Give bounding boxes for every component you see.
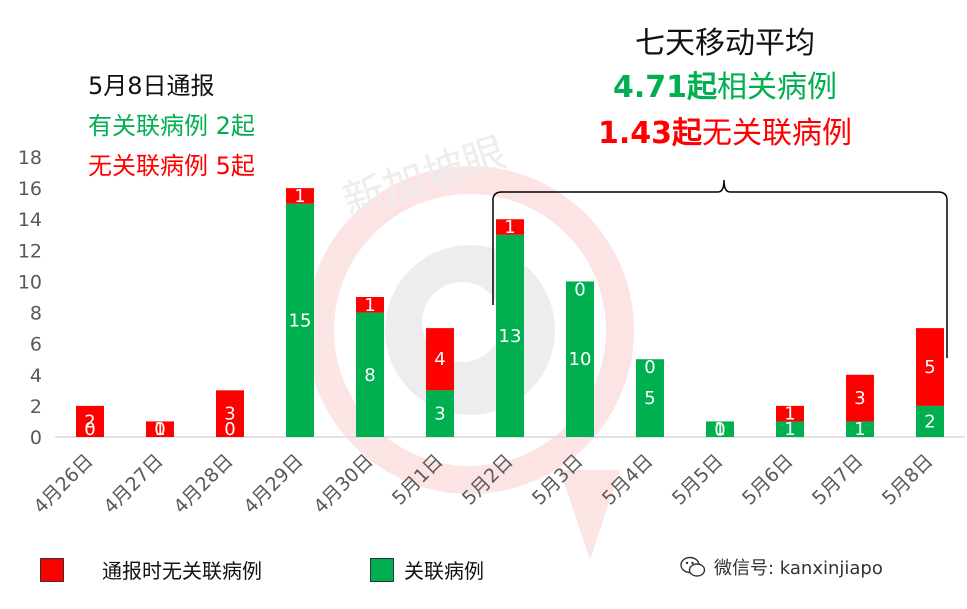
data-label-related: 1 [854,419,865,440]
x-tick-label: 4月30日 [309,450,377,518]
data-label-unrelated: 0 [574,279,585,300]
y-tick-label: 12 [18,240,42,262]
legend-related-label: 关联病例 [404,555,484,584]
right-unrelated-average: 1.43起无关联病例 [540,108,910,152]
x-tick-label: 4月28日 [169,450,237,518]
legend-unrelated-swatch [40,558,64,582]
wechat-icon [680,554,706,580]
y-tick-label: 16 [18,178,42,200]
y-tick-label: 2 [30,396,42,418]
data-label-related: 15 [289,310,312,331]
watermark-text-wechat: 微信号: kanxinjiapo [714,554,883,580]
data-label-unrelated: 3 [854,388,865,409]
y-tick-label: 8 [30,303,42,325]
right-title: 七天移动平均 [560,18,890,62]
data-label-unrelated: 1 [154,419,165,440]
related-average-label: 相关病例 [717,70,837,105]
data-label-unrelated: 1 [504,217,515,238]
legend-related: 关联病例 [370,555,484,584]
unrelated-average-label: 无关联病例 [702,116,852,151]
x-tick-label: 5月5日 [668,450,728,510]
unrelated-average-value: 1.43起 [598,116,702,151]
legend-unrelated: 通报时无关联病例 [40,555,262,584]
x-tick-label: 4月27日 [99,450,167,518]
data-label-unrelated: 1 [784,404,795,425]
watermark-text: 新加坡眼 [337,128,512,227]
left-related-count: 有关联病例 2起 [88,106,255,141]
left-unrelated-count: 无关联病例 5起 [88,146,255,181]
data-label-related: 5 [644,388,655,409]
y-tick-label: 0 [30,427,42,449]
data-label-unrelated: 2 [84,411,95,432]
data-label-related: 13 [499,326,522,347]
data-label-related: 8 [364,365,375,386]
related-average-value: 4.71起 [613,70,717,105]
data-label-unrelated: 1 [294,186,305,207]
x-tick-label: 5月7日 [808,450,868,510]
data-label-unrelated: 3 [224,404,235,425]
data-label-related: 2 [924,411,935,432]
x-tick-label: 4月26日 [29,450,97,518]
y-tick-label: 4 [30,365,42,387]
y-tick-label: 6 [30,334,42,356]
legend-unrelated-label: 通报时无关联病例 [102,555,262,584]
y-tick-label: 14 [18,209,42,231]
data-label-unrelated: 0 [644,357,655,378]
data-label-related: 10 [569,349,592,370]
data-label-unrelated: 0 [714,419,725,440]
left-title: 5月8日通报 [88,66,215,101]
y-tick-label: 18 [18,147,42,169]
data-label-unrelated: 5 [924,357,935,378]
data-label-unrelated: 1 [364,295,375,316]
wechat-watermark: 微信号: kanxinjiapo [680,554,883,580]
data-label-related: 3 [434,404,445,425]
x-tick-label: 5月8日 [878,450,938,510]
right-related-average: 4.71起相关病例 [560,62,890,106]
y-tick-label: 10 [18,271,42,293]
x-tick-label: 4月29日 [239,450,307,518]
legend-related-swatch [370,558,394,582]
x-tick-label: 5月6日 [738,450,798,510]
data-label-unrelated: 4 [434,349,445,370]
